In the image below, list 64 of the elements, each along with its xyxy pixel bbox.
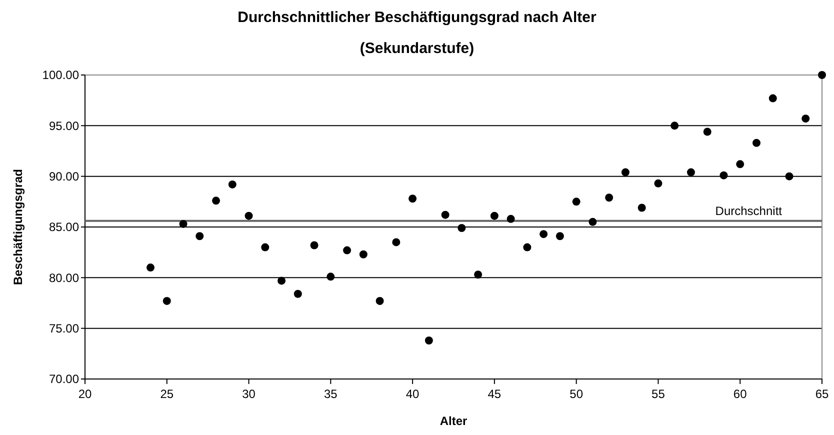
point — [359, 250, 368, 258]
point — [244, 212, 253, 220]
point — [162, 296, 171, 305]
point — [146, 264, 155, 272]
x-tick-label: 20 — [78, 387, 92, 401]
point — [424, 336, 433, 344]
point — [736, 160, 744, 168]
point — [670, 122, 679, 130]
x-tick-label: 40 — [406, 387, 420, 401]
x-tick-label: 25 — [160, 387, 174, 401]
chart-title: Durchschnittlicher Beschäftigungsgrad nach Alter — [238, 9, 596, 26]
point — [376, 296, 384, 305]
point — [523, 243, 532, 252]
y-axis-title: Beschäftigungsgrad — [11, 168, 25, 286]
y-tick-label: 85.00 — [48, 220, 80, 234]
ref-line-label: Durchschnitt — [715, 204, 783, 218]
point — [556, 232, 564, 240]
point — [752, 138, 760, 147]
point — [310, 241, 318, 250]
point — [572, 198, 580, 206]
x-tick-label: 35 — [324, 387, 338, 401]
point — [768, 94, 777, 102]
point — [638, 204, 646, 212]
point — [294, 290, 302, 298]
point — [490, 212, 498, 220]
point — [228, 180, 236, 188]
x-tick-label: 50 — [570, 387, 584, 401]
point — [802, 114, 810, 123]
point — [196, 232, 204, 240]
point — [686, 168, 695, 176]
point — [343, 246, 352, 254]
point — [458, 224, 466, 232]
point — [474, 270, 482, 279]
point — [703, 128, 712, 136]
point — [441, 210, 450, 219]
point — [621, 168, 630, 176]
point — [179, 220, 188, 228]
x-tick-label: 65 — [815, 387, 829, 401]
point — [506, 214, 515, 223]
x-tick-label: 30 — [242, 387, 256, 401]
x-axis-title: Alter — [440, 414, 468, 428]
y-tick-label: 70.00 — [48, 372, 80, 386]
y-tick-label: 80.00 — [48, 270, 80, 285]
y-tick-label: 90.00 — [48, 170, 80, 184]
point — [261, 243, 270, 252]
y-tick-label: 100.00 — [42, 68, 80, 82]
y-tick-label: 95.00 — [48, 118, 80, 133]
point — [818, 71, 826, 79]
point — [408, 194, 417, 203]
point — [785, 172, 794, 180]
point — [212, 196, 220, 205]
point — [654, 179, 662, 188]
point — [588, 218, 597, 226]
point — [278, 276, 286, 285]
x-tick-label: 45 — [488, 387, 502, 401]
y-tick-label: 75.00 — [48, 322, 80, 336]
x-tick-label: 60 — [733, 387, 748, 401]
x-tick-label: 55 — [652, 387, 666, 401]
point — [326, 272, 335, 281]
point — [720, 171, 728, 180]
point — [392, 238, 400, 246]
chart-subtitle: (Sekundarstufe) — [360, 40, 474, 57]
point — [605, 194, 614, 202]
point — [540, 230, 548, 238]
